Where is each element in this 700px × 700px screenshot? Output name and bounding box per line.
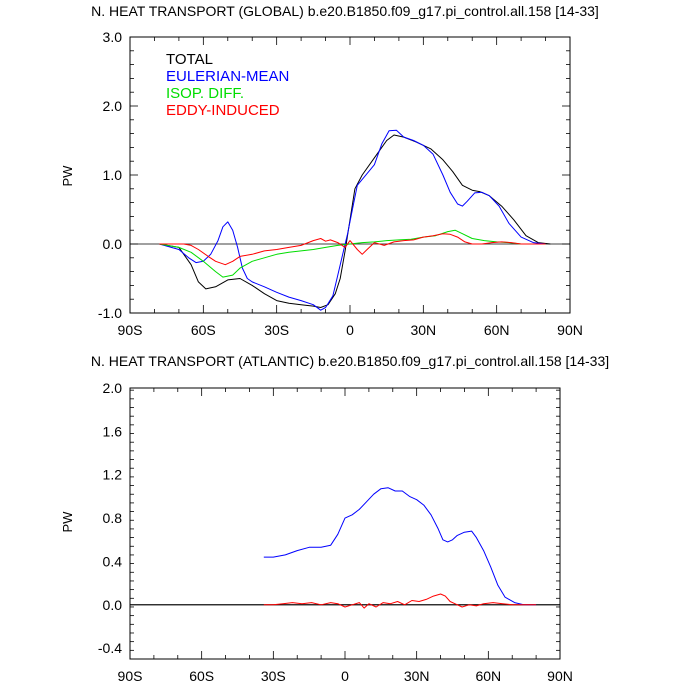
series-line-eulerian-mean: [159, 129, 546, 311]
y-tick-label: 0.4: [103, 553, 123, 569]
legend-entry-total: TOTAL: [166, 51, 213, 68]
legend-entry-eddy-induced: EDDY-INDUCED: [166, 102, 280, 119]
plot-frame: [129, 387, 561, 660]
x-tick-label: 60N: [484, 322, 510, 338]
global-heat-transport-chart: N. HEAT TRANSPORT (GLOBAL) b.e20.B1850.f…: [60, 3, 599, 338]
x-tick-label: 90S: [118, 322, 143, 338]
legend-entry-eulerian-mean: EULERIAN-MEAN: [166, 68, 289, 85]
series-line-total: [159, 134, 551, 308]
series-line-isop-diff: [159, 229, 546, 278]
y-tick-label: 2.0: [103, 380, 123, 396]
x-tick-label: 90S: [118, 668, 143, 684]
chart-title: N. HEAT TRANSPORT (GLOBAL) b.e20.B1850.f…: [91, 3, 599, 19]
y-tick-label: -0.4: [98, 640, 122, 656]
y-axis-label: PW: [60, 165, 75, 187]
y-tick-label: 1.6: [103, 423, 123, 439]
y-tick-label: 3.0: [103, 29, 123, 45]
y-tick-label: 1.0: [103, 167, 123, 183]
x-tick-label: 30S: [264, 322, 289, 338]
chart-title: N. HEAT TRANSPORT (ATLANTIC) b.e20.B1850…: [91, 353, 609, 369]
y-tick-label: 2.0: [103, 98, 123, 114]
y-tick-label: 0.0: [103, 236, 123, 252]
atlantic-heat-transport-chart: N. HEAT TRANSPORT (ATLANTIC) b.e20.B1850…: [60, 353, 609, 684]
x-tick-label: 60N: [475, 668, 501, 684]
x-tick-label: 30N: [410, 322, 436, 338]
x-tick-label: 90N: [547, 668, 573, 684]
legend-entry-isop-diff: ISOP. DIFF.: [166, 85, 244, 102]
x-tick-label: 30S: [261, 668, 286, 684]
series-line-eddy-induced: [159, 233, 546, 266]
y-tick-label: 1.2: [103, 467, 123, 483]
y-tick-label: 0.8: [103, 510, 123, 526]
x-tick-label: 0: [341, 668, 349, 684]
x-tick-label: 60S: [191, 322, 216, 338]
y-tick-label: 0.0: [103, 597, 123, 613]
x-tick-label: 90N: [557, 322, 583, 338]
series-line-line-2: [263, 593, 537, 609]
y-tick-label: -1.0: [98, 305, 122, 321]
x-tick-label: 30N: [404, 668, 430, 684]
series-line-line-1: [263, 487, 537, 606]
y-axis-label: PW: [60, 511, 75, 533]
x-tick-label: 60S: [189, 668, 214, 684]
x-tick-label: 0: [346, 322, 354, 338]
legend: TOTAL EULERIAN-MEAN ISOP. DIFF. EDDY-IND…: [166, 51, 289, 119]
